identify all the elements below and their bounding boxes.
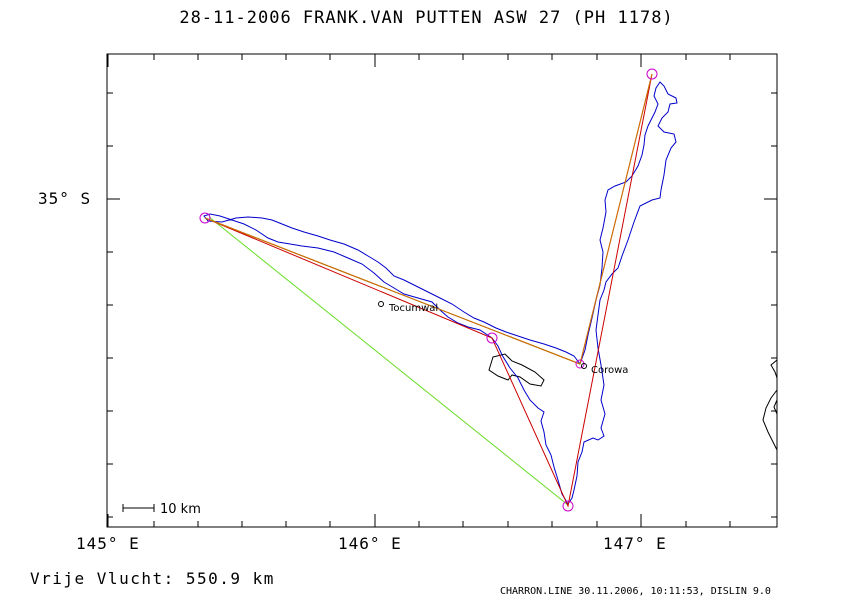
axis-ticks: [107, 54, 777, 527]
town-marker: [378, 301, 384, 307]
alt-task-line: [208, 216, 569, 506]
scale-bar: [122, 504, 155, 512]
town-marker: [581, 363, 587, 369]
lake-outline: [488, 353, 545, 387]
longitude-label-147: 147° E: [603, 534, 667, 553]
turnpoint-marker: [646, 68, 658, 80]
turnpoints: [199, 68, 658, 512]
latitude-label: 35° S: [38, 189, 92, 208]
flight-track: [203, 81, 678, 505]
leg-line: [204, 73, 653, 365]
scale-bar-label: 10 km: [160, 502, 201, 517]
turnpoint-marker: [486, 332, 498, 344]
page-title: 28-11-2006 FRANK.VAN PUTTEN ASW 27 (PH 1…: [179, 8, 674, 28]
map-frame: [106, 53, 778, 528]
flight-distance: Vrije Vlucht: 550.9 km: [30, 569, 275, 588]
longitude-label-146: 146° E: [338, 534, 402, 553]
footer-info: CHARRON.LINE 30.11.2006, 10:11:53, DISLI…: [500, 586, 771, 597]
town-label-corowa: Corowa: [591, 365, 628, 376]
longitude-label-145: 145° E: [76, 534, 140, 553]
town-label-tocumwal: Tocumwal: [388, 303, 438, 314]
turnpoint-marker: [199, 212, 211, 224]
turnpoint-marker: [562, 500, 574, 512]
state-border: [762, 359, 778, 451]
